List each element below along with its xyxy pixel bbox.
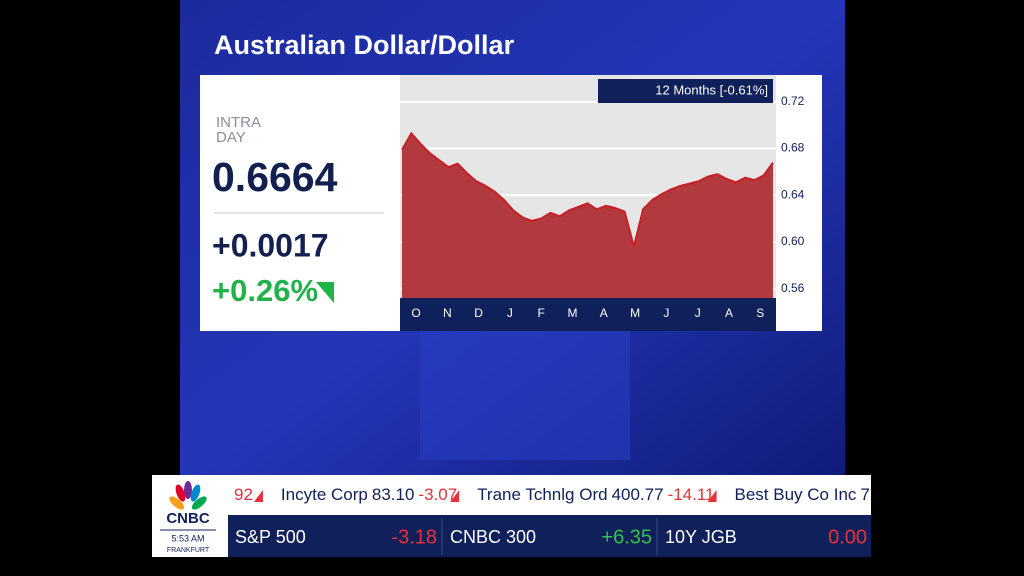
- y-tick-label: 0.64: [781, 187, 805, 201]
- logo-brand: CNBC: [166, 510, 209, 527]
- x-tick-label: J: [695, 306, 701, 320]
- ticker-price: 7: [860, 485, 869, 504]
- x-tick-label: M: [630, 306, 640, 320]
- index-name: S&P 500: [235, 527, 306, 547]
- y-tick-label: 0.60: [781, 234, 805, 248]
- quote-label: DAY: [216, 129, 246, 146]
- down-arrow-icon: [316, 282, 334, 303]
- ticker-top: [228, 475, 871, 515]
- y-tick-label: 0.72: [781, 94, 805, 108]
- line: [401, 131, 774, 247]
- x-tick-label: F: [538, 306, 545, 320]
- logo-time: 5:53 AM: [171, 533, 204, 543]
- ticker-item: Best Buy Co Inc 7: [735, 485, 870, 504]
- x-tick-label: J: [507, 306, 513, 320]
- x-tick-label: N: [443, 306, 452, 320]
- quote-label: INTRA: [216, 114, 261, 131]
- index-change: +6.35: [601, 526, 652, 548]
- index-change: 0.00: [828, 526, 867, 548]
- ticker-arrow: [450, 490, 460, 502]
- area: [402, 133, 773, 298]
- cnbc-peacock: [169, 481, 207, 510]
- ticker-item: 92: [234, 485, 253, 504]
- ticker-name: Trane Tchnlg Ord: [477, 485, 607, 504]
- ticker-arrow: [707, 490, 717, 502]
- y-tick-label: 0.56: [781, 281, 805, 295]
- x-tick-label: M: [568, 306, 578, 320]
- quote-price: 0.6664: [212, 154, 338, 200]
- y-tick-label: 0.68: [781, 141, 805, 155]
- ticker-change: -14.11: [668, 485, 715, 504]
- ticker-change: -3.07: [418, 485, 457, 504]
- ticker-bottom: [228, 515, 871, 557]
- ticker-change: 92: [234, 485, 253, 504]
- x-axis-band: [400, 298, 776, 331]
- x-tick-label: A: [600, 306, 608, 320]
- ticker-arrow: [253, 490, 263, 502]
- x-tick-label: J: [663, 306, 669, 320]
- plot: 0.56 0.60 0.64 0.68 0.72 O N D J F M A M J J A S: [400, 94, 805, 320]
- ticker-price: 83.10: [372, 485, 415, 504]
- background-cube: [420, 320, 630, 460]
- x-tick-label: A: [725, 306, 733, 320]
- index-name: CNBC 300: [450, 527, 536, 547]
- index-change: -3.18: [391, 526, 437, 548]
- chart-title: Australian Dollar/Dollar: [214, 30, 515, 60]
- x-tick-label: O: [411, 306, 420, 320]
- logo-city: FRANKFURT: [167, 547, 210, 554]
- quote-box: [200, 75, 400, 331]
- ticker: 92 Incyte Corp 83.10 -3.07 Trane Tchnlg Ord 4…: [234, 485, 870, 555]
- ticker-item: Incyte Corp 83.10 -3.07: [281, 485, 457, 504]
- period-label: 12 Months [-0.61%]: [655, 82, 768, 97]
- index-name: 10Y JGB: [665, 527, 737, 547]
- ticker-name: Best Buy Co Inc: [735, 485, 857, 504]
- ticker-price: 400.77: [612, 485, 664, 504]
- quote-change: +0.0017: [212, 227, 329, 263]
- quote-change-pct: +0.26%: [212, 273, 318, 308]
- period-box: [598, 79, 773, 103]
- y-axis-area: [776, 75, 822, 331]
- ticker-name: Incyte Corp: [281, 485, 368, 504]
- ticker-item: Trane Tchnlg Ord 400.77 -14.11: [477, 485, 714, 504]
- x-tick-label: S: [756, 306, 764, 320]
- x-tick-label: D: [474, 306, 483, 320]
